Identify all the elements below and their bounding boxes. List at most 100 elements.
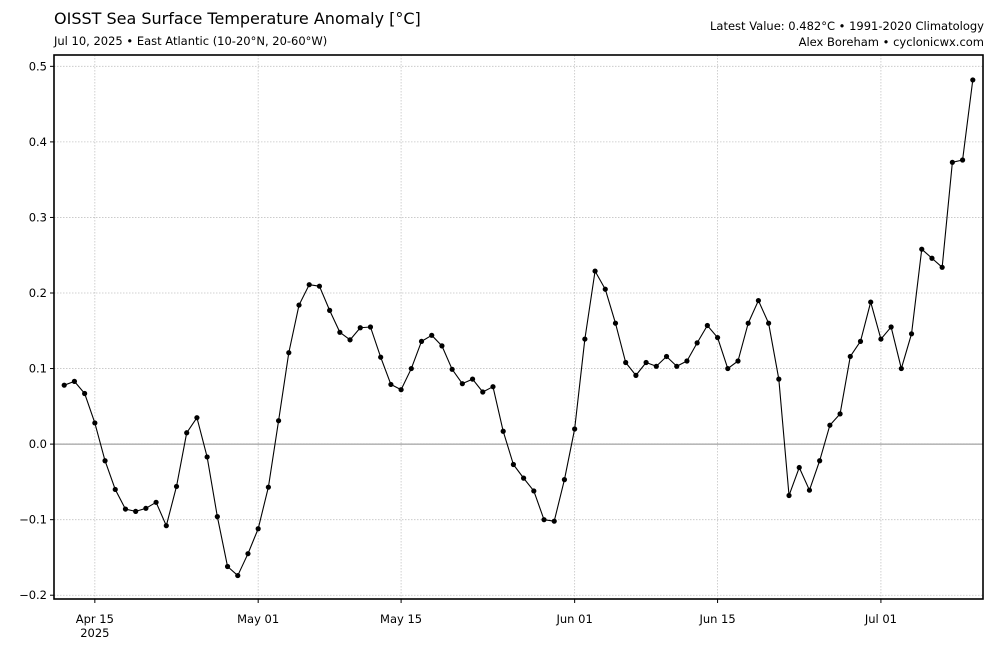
x-tick-label: May 15 xyxy=(380,612,422,626)
data-point xyxy=(429,332,435,338)
data-point xyxy=(418,338,425,344)
data-point xyxy=(204,454,210,460)
data-point xyxy=(490,384,496,390)
data-point xyxy=(572,426,578,432)
data-point xyxy=(224,563,231,570)
data-point xyxy=(286,350,292,356)
data-point xyxy=(806,487,813,493)
data-point xyxy=(541,517,547,523)
y-tick-label: 0.5 xyxy=(29,59,47,73)
data-point xyxy=(112,486,118,493)
data-point xyxy=(653,363,659,369)
x-tick-label: Jul 01 xyxy=(864,612,897,626)
y-tick-label: 0.0 xyxy=(29,437,47,451)
series-line xyxy=(64,79,974,577)
data-point xyxy=(970,77,976,83)
y-tick-label: −0.2 xyxy=(19,588,47,602)
series-line-group xyxy=(64,79,974,577)
data-point xyxy=(745,320,751,326)
data-point xyxy=(214,514,220,520)
data-point xyxy=(592,268,598,274)
data-point xyxy=(521,475,527,481)
data-point xyxy=(275,418,282,424)
data-point xyxy=(153,499,159,505)
data-point xyxy=(796,464,802,471)
data-point xyxy=(704,322,710,329)
y-tick-label: 0.4 xyxy=(29,135,47,149)
data-point xyxy=(194,415,200,421)
chart-subtitle: Jul 10, 2025 • East Atlantic (10-20°N, 2… xyxy=(54,34,328,48)
data-point xyxy=(102,458,108,464)
data-point xyxy=(255,526,261,532)
data-point xyxy=(827,422,833,428)
data-point xyxy=(184,430,190,436)
data-point xyxy=(367,324,374,330)
data-point xyxy=(694,340,700,346)
data-point xyxy=(868,299,874,305)
data-point xyxy=(316,283,323,289)
data-point xyxy=(347,337,353,343)
chart-title: OISST Sea Surface Temperature Anomaly [°… xyxy=(54,9,421,28)
data-point xyxy=(714,334,721,341)
x-tick-sublabel: 2025 xyxy=(80,626,109,640)
data-point xyxy=(633,372,639,378)
data-point xyxy=(235,572,241,579)
data-point xyxy=(847,353,853,360)
data-points xyxy=(61,77,976,579)
data-point xyxy=(163,523,169,529)
data-point xyxy=(500,428,506,434)
data-point xyxy=(61,382,67,388)
data-point xyxy=(122,506,129,512)
latest-value-text: Latest Value: 0.482°C • 1991-2020 Climat… xyxy=(710,19,984,33)
data-point xyxy=(398,387,404,393)
data-point xyxy=(82,390,88,397)
data-point xyxy=(817,458,823,464)
data-point xyxy=(265,484,271,490)
x-tick-label: May 01 xyxy=(237,612,279,626)
data-point xyxy=(663,353,670,360)
data-point xyxy=(510,461,516,468)
y-tick-label: −0.1 xyxy=(19,513,47,527)
data-point xyxy=(959,157,966,163)
plot-frame xyxy=(53,54,984,600)
data-point xyxy=(337,329,343,335)
data-point xyxy=(408,365,414,372)
data-point xyxy=(92,420,98,426)
data-point xyxy=(949,159,955,165)
data-point xyxy=(929,255,935,261)
y-tick-label: 0.2 xyxy=(29,286,47,300)
data-point xyxy=(561,477,568,483)
data-point xyxy=(643,359,649,366)
data-point xyxy=(245,551,251,557)
data-point xyxy=(480,389,486,395)
data-point xyxy=(551,518,557,524)
data-point xyxy=(531,488,537,494)
y-tick-label: 0.3 xyxy=(29,210,47,224)
data-point xyxy=(582,336,588,342)
data-point xyxy=(755,297,762,304)
data-point xyxy=(602,286,608,292)
data-point xyxy=(939,264,945,270)
data-point xyxy=(878,336,884,342)
data-point xyxy=(133,508,139,514)
data-point xyxy=(449,366,455,372)
data-point xyxy=(786,492,792,499)
data-point xyxy=(306,282,312,288)
data-point xyxy=(674,363,680,369)
data-point xyxy=(327,307,333,313)
data-point xyxy=(888,324,894,330)
data-point xyxy=(378,354,384,360)
data-point xyxy=(71,378,78,384)
data-point xyxy=(857,338,864,344)
data-point xyxy=(898,365,904,372)
data-point xyxy=(296,302,302,308)
data-point xyxy=(684,358,690,364)
data-point xyxy=(908,331,915,337)
data-point xyxy=(735,358,741,364)
data-point xyxy=(766,320,772,326)
data-point xyxy=(919,246,925,252)
x-tick-label: Jun 01 xyxy=(556,612,593,626)
credit-text: Alex Boreham • cyclonicwx.com xyxy=(798,35,984,49)
